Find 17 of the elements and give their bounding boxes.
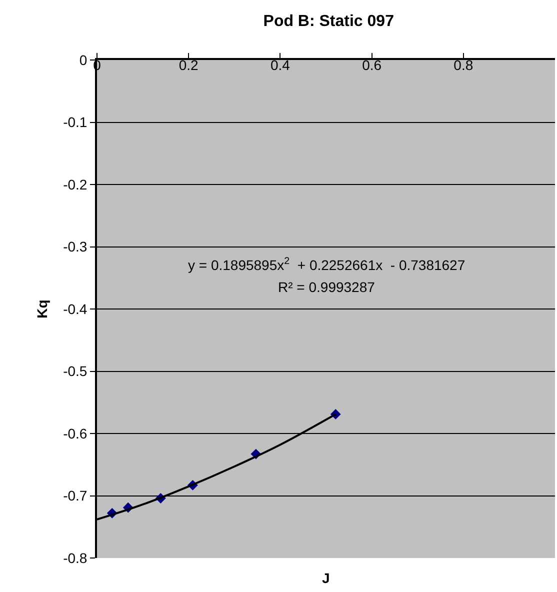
y-tick-label: -0.2: [63, 176, 88, 192]
y-tick-label: -0.7: [63, 488, 88, 504]
y-tick-label: -0.3: [63, 238, 88, 255]
chart-title: Pod B: Static 097: [263, 13, 394, 30]
x-tick-label: 0.4: [270, 57, 290, 73]
x-tick-label: 0.2: [178, 57, 199, 73]
y-tick-label: -0.5: [63, 363, 88, 380]
x-axis-title: J: [322, 570, 330, 586]
y-tick-label: -0.1: [63, 114, 88, 130]
y-tick-label: -0.8: [63, 550, 88, 566]
annotation: R² = 0.9993287: [278, 279, 376, 295]
y-tick-label: -0.4: [63, 300, 88, 317]
annotation: y = 0.1895895x$^{2}$ + 0.2252661x - 0.7381627: [188, 256, 466, 273]
x-tick-label: 0.6: [362, 57, 382, 73]
y-tick-label: -0.6: [63, 425, 88, 442]
y-axis-title: Kq: [34, 300, 50, 318]
x-tick-label: 0.8: [454, 57, 474, 73]
